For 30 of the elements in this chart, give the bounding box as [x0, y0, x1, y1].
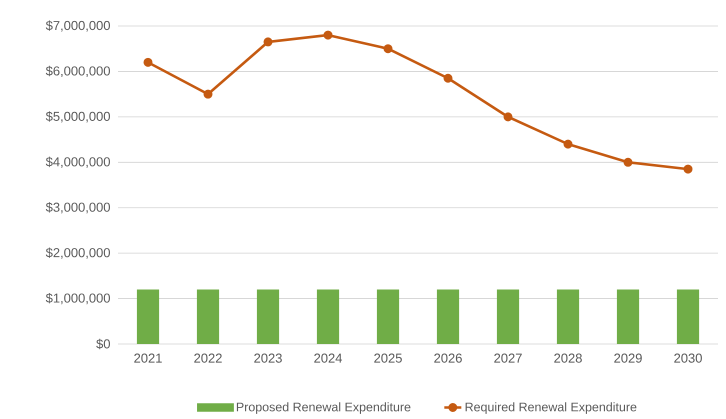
- x-tick-label: 2023: [254, 354, 282, 363]
- y-tick-label: $7,000,000: [46, 20, 110, 32]
- point: [684, 164, 692, 174]
- x-tick-label: 2029: [614, 354, 642, 363]
- y-tick-label: $5,000,000: [46, 111, 110, 122]
- y-tick-label: $0: [96, 338, 110, 350]
- point: [384, 44, 392, 54]
- point: [324, 30, 332, 40]
- point: [624, 158, 632, 167]
- x-tick-label: 2025: [374, 354, 402, 363]
- point: [504, 112, 512, 122]
- point: [144, 58, 152, 67]
- legend-label: Required Renewal Expenditure: [466, 402, 636, 414]
- y-tick-label: $1,000,000: [46, 292, 110, 304]
- x-tick-label: 2030: [674, 354, 702, 363]
- y-tick-label: $2,000,000: [46, 248, 110, 259]
- x-tick-label: 2021: [134, 354, 162, 363]
- x-tick-label: 2026: [434, 354, 462, 363]
- x-tick-label: 2024: [314, 354, 342, 363]
- y-tick-label: $4,000,000: [46, 156, 110, 168]
- x-tick-label: 2022: [194, 354, 222, 363]
- point: [444, 74, 452, 83]
- y-tick-label: $3,000,000: [46, 202, 110, 214]
- point: [564, 140, 572, 149]
- point: [264, 37, 272, 46]
- legend-label: Proposed Renewal Expenditure: [236, 402, 410, 414]
- x-tick-label: 2027: [494, 354, 522, 363]
- x-tick-label: 2028: [554, 354, 582, 363]
- point: [204, 90, 212, 99]
- y-tick-label: $6,000,000: [46, 66, 110, 78]
